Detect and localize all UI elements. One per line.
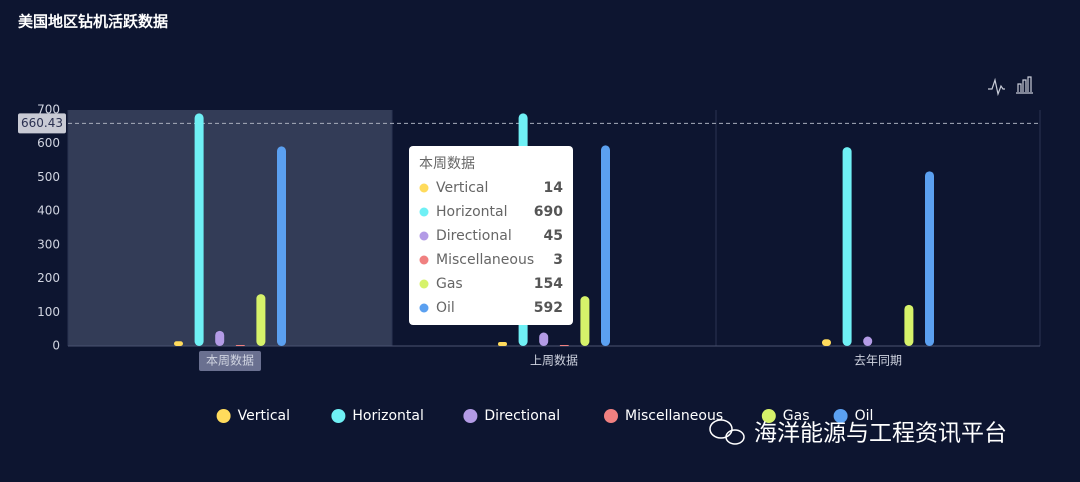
legend-swatch (604, 409, 618, 423)
bar (498, 341, 507, 346)
bar (256, 294, 266, 346)
y-tick-label: 100 (37, 305, 60, 319)
legend-label: Miscellaneous (625, 408, 723, 424)
category-highlight (199, 351, 261, 371)
bar-icon[interactable] (1016, 76, 1033, 94)
pointer-label: 660.43 (21, 116, 63, 130)
legend-label: Vertical (238, 408, 290, 424)
y-tick-label: 600 (37, 136, 60, 150)
bar (277, 146, 286, 346)
y-tick-label: 300 (37, 237, 60, 251)
x-tick-label: 本周数据 (206, 353, 254, 368)
watermark: 海洋能源与工程资讯平台 (709, 419, 1007, 447)
tooltip-value: 45 (544, 228, 563, 244)
toolbox[interactable] (988, 76, 1033, 97)
legend-item[interactable]: Miscellaneous (604, 408, 723, 424)
legend-label: Horizontal (352, 408, 423, 424)
bar (215, 330, 225, 346)
y-tick-label: 700 (37, 103, 60, 117)
legend-label: Oil (855, 408, 874, 424)
legend-label: Directional (484, 408, 560, 424)
legend-swatch (463, 409, 478, 423)
bar (863, 336, 873, 346)
bar (925, 171, 934, 346)
tooltip-swatch (419, 279, 429, 289)
tooltip-value: 592 (534, 300, 563, 316)
bar (601, 145, 610, 346)
legend-swatch (216, 409, 231, 423)
tooltip-value: 3 (553, 252, 563, 268)
y-tick-label: 500 (37, 170, 60, 184)
tooltip-title: 本周数据 (419, 156, 475, 172)
bar (539, 332, 549, 346)
tooltip-name: Miscellaneous (436, 252, 534, 268)
legend-item[interactable]: Oil (833, 408, 874, 424)
y-tick-label: 0 (52, 339, 60, 353)
tooltip-swatch (419, 231, 429, 241)
x-tick-label: 去年同期 (854, 354, 902, 368)
legend-label: Gas (783, 408, 810, 424)
tooltip-name: Vertical (436, 180, 488, 196)
tooltip: 本周数据 Vertical 14 Horizontal 690 Directional 45… (409, 146, 573, 325)
tooltip-swatch (419, 255, 429, 265)
watermark-icon (725, 429, 745, 445)
bar (235, 344, 245, 346)
bar (580, 296, 590, 346)
legend-item[interactable]: Directional (463, 408, 560, 424)
bar (174, 341, 183, 346)
tooltip-value: 690 (534, 204, 563, 220)
tooltip-value: 14 (544, 180, 564, 196)
watermark-icon (709, 419, 733, 439)
tooltip-swatch (419, 183, 429, 193)
bar (904, 304, 914, 346)
line-icon[interactable] (988, 77, 1005, 97)
tooltip-swatch (419, 303, 429, 313)
tooltip-name: Oil (436, 300, 455, 316)
tooltip-value: 154 (534, 276, 563, 292)
legend-item[interactable]: Gas (761, 408, 810, 424)
pointer-label-bg (18, 113, 66, 134)
tooltip-box (409, 146, 573, 325)
bar (842, 147, 852, 346)
bar (822, 339, 831, 346)
x-tick-label: 上周数据 (530, 353, 578, 368)
legend-swatch (761, 409, 776, 423)
legend-swatch (833, 409, 848, 423)
bar (559, 344, 569, 346)
axis-pointer-shadow (68, 110, 392, 346)
watermark-text: 海洋能源与工程资讯平台 (754, 421, 1007, 447)
tooltip-name: Gas (436, 276, 463, 292)
tooltip-name: Directional (436, 228, 512, 244)
bar (194, 113, 204, 346)
y-tick-label: 200 (37, 271, 60, 285)
y-tick-label: 400 (37, 204, 60, 218)
legend-swatch (331, 409, 346, 423)
legend-item[interactable]: Vertical (216, 408, 290, 424)
legend-item[interactable]: Horizontal (331, 408, 424, 424)
chart-title: 美国地区钻机活跃数据 (18, 13, 168, 31)
tooltip-swatch (419, 207, 429, 217)
tooltip-name: Horizontal (436, 204, 507, 220)
